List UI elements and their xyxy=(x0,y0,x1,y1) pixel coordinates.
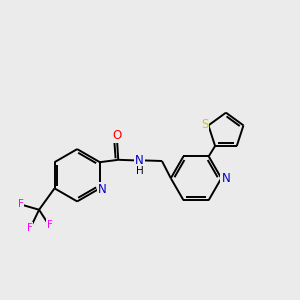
Text: H: H xyxy=(136,166,143,176)
Text: F: F xyxy=(18,200,24,209)
Text: O: O xyxy=(112,129,122,142)
Text: N: N xyxy=(135,154,144,167)
Text: F: F xyxy=(46,220,52,230)
Text: N: N xyxy=(221,172,230,185)
Text: S: S xyxy=(201,118,208,131)
Text: N: N xyxy=(98,183,106,196)
Text: F: F xyxy=(27,223,32,232)
